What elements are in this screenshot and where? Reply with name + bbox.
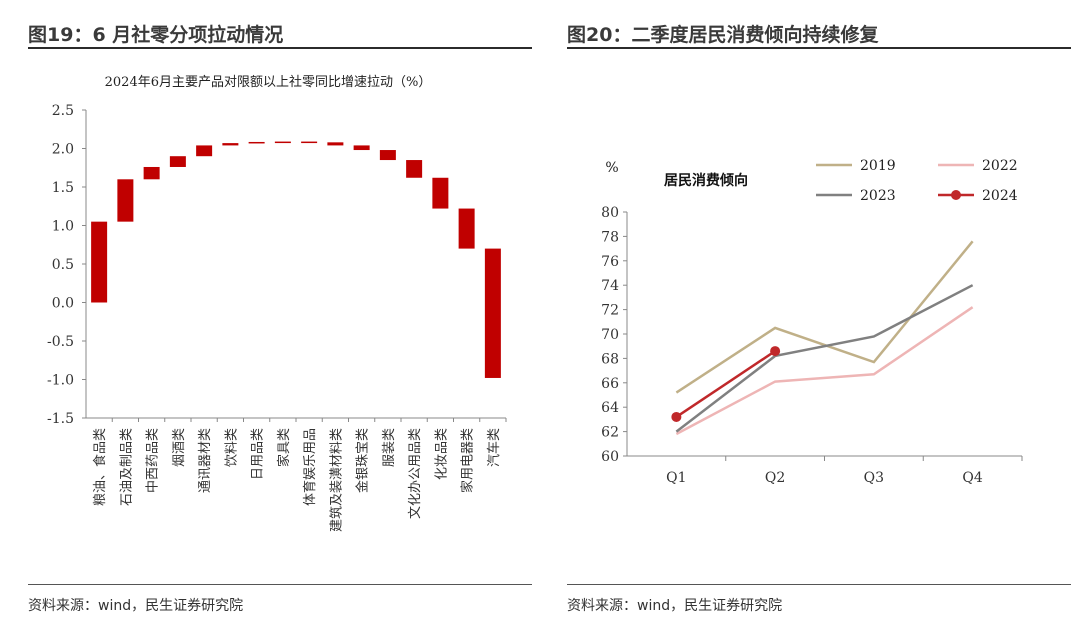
waterfall-bar: [222, 143, 239, 146]
waterfall-bar: [432, 177, 449, 209]
category-label: 烟酒类: [172, 428, 187, 467]
legend-marker-2024: [951, 190, 961, 200]
category-label: 通讯器材类: [198, 428, 213, 493]
line-chart-title: 居民消费倾向: [664, 172, 748, 189]
y-tick-label: -0.5: [47, 334, 74, 350]
y-tick-label: -1.5: [47, 411, 74, 427]
waterfall-bar: [248, 141, 265, 144]
right-title-rule: [567, 47, 1071, 49]
series-point-2024: [770, 346, 781, 357]
y-tick-label: 80: [601, 205, 619, 221]
category-label: 粮油、食品类: [92, 428, 108, 506]
category-label: 家用电器类: [460, 428, 476, 493]
series-point-2024: [671, 411, 682, 422]
y-tick-label: 66: [601, 376, 619, 392]
category-label: 建筑及装潢材料类: [328, 428, 344, 532]
y-tick-label: 68: [601, 351, 619, 367]
y-tick-label: 60: [601, 449, 619, 465]
y-tick-label: 64: [601, 400, 619, 416]
category-label: 服装类: [382, 428, 397, 467]
waterfall-bar: [379, 150, 396, 161]
waterfall-bar: [353, 145, 370, 151]
category-label: 体育娱乐用品: [302, 428, 318, 506]
left-source-note: 资料来源：wind，民生证券研究院: [28, 598, 244, 614]
y-tick-label: 2.5: [52, 103, 74, 119]
waterfall-chart: 2024年6月主要产品对限额以上社零同比增速拉动（%） 2.5 2.0 1.5 1.0 0…: [47, 74, 507, 532]
category-label: 文化办公用品类: [408, 428, 423, 519]
y-tick-label: -1.0: [47, 373, 74, 389]
category-label: 化妆品类: [434, 428, 449, 480]
category-label: 中西药品类: [146, 428, 161, 493]
left-source-rule: [28, 584, 532, 585]
waterfall-bar: [274, 141, 291, 144]
series-line-2019: [675, 240, 974, 394]
y-tick-label: 78: [601, 229, 619, 245]
y-tick-label: 1.5: [52, 180, 74, 196]
x-tick-label: Q2: [765, 470, 785, 486]
x-tick-label: Q1: [666, 470, 686, 486]
unit-label: %: [605, 160, 618, 176]
y-tick-label: 74: [601, 278, 619, 294]
category-label: 家具类: [276, 428, 292, 467]
category-label: 汽车类: [486, 428, 502, 467]
category-label: 饮料类: [224, 428, 239, 467]
right-source-note: 资料来源：wind，民生证券研究院: [567, 598, 783, 614]
legend-label-2023: 2023: [860, 188, 896, 204]
y-tick-label: 76: [601, 254, 619, 270]
series-line-2022: [675, 306, 974, 436]
left-panel-title: 图19：6 月社零分项拉动情况: [28, 24, 284, 46]
y-tick-label: 70: [601, 327, 619, 343]
waterfall-bar: [458, 208, 475, 249]
x-tick-label: Q3: [864, 470, 884, 486]
right-source-rule: [567, 584, 1071, 585]
waterfall-bar: [91, 221, 108, 303]
waterfall-title: 2024年6月主要产品对限额以上社零同比增速拉动（%）: [105, 74, 432, 90]
legend-label-2022: 2022: [982, 158, 1018, 174]
x-tick-label: Q4: [962, 470, 982, 486]
waterfall-bar: [169, 156, 186, 167]
y-tick-label: 2.0: [52, 142, 74, 158]
consumption-propensity-line-chart: % 居民消费倾向 80 78 76 74 72 70 68 66 64 62 60 Q1 Q2 Q3 Q4 201…: [601, 158, 1023, 486]
waterfall-bar: [301, 141, 318, 144]
waterfall-bar: [484, 248, 501, 378]
waterfall-bar: [406, 160, 423, 178]
waterfall-bar: [196, 145, 213, 157]
category-label: 金银珠宝类: [355, 428, 371, 493]
y-tick-label: 72: [601, 303, 619, 319]
series-line-2024: [675, 350, 776, 418]
right-panel-title: 图20：二季度居民消费倾向持续修复: [567, 24, 879, 46]
series-line-2023: [675, 284, 974, 433]
y-tick-label: 62: [601, 425, 619, 441]
legend-label-2024: 2024: [982, 188, 1018, 204]
legend-label-2019: 2019: [860, 158, 896, 174]
y-tick-label: 0.0: [52, 296, 74, 312]
waterfall-bar: [327, 142, 344, 146]
category-label: 日用品类: [251, 428, 266, 480]
y-tick-label: 1.0: [52, 219, 74, 235]
category-label: 石油及制品类: [119, 428, 134, 506]
waterfall-bar: [143, 166, 160, 180]
left-title-rule: [28, 47, 532, 49]
waterfall-bar: [117, 179, 134, 222]
y-tick-label: 0.5: [52, 257, 74, 273]
